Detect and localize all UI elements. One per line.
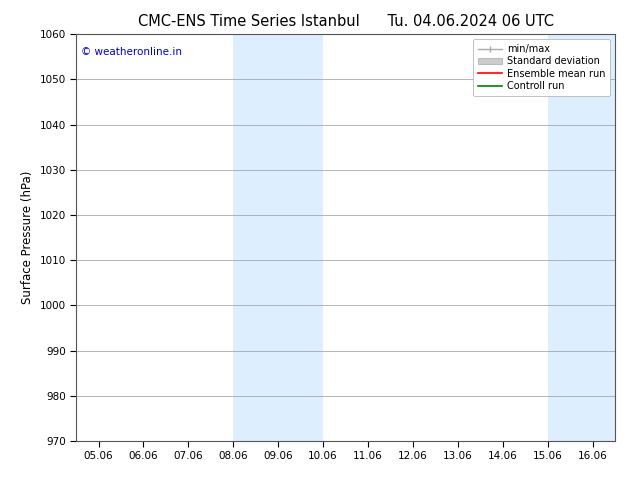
Bar	[548, 34, 615, 441]
Legend: min/max, Standard deviation, Ensemble mean run, Controll run: min/max, Standard deviation, Ensemble me…	[473, 39, 610, 96]
Y-axis label: Surface Pressure (hPa): Surface Pressure (hPa)	[21, 171, 34, 304]
Text: © weatheronline.in: © weatheronline.in	[81, 47, 183, 56]
Title: CMC-ENS Time Series Istanbul      Tu. 04.06.2024 06 UTC: CMC-ENS Time Series Istanbul Tu. 04.06.2…	[138, 14, 553, 29]
Bar	[233, 34, 323, 441]
